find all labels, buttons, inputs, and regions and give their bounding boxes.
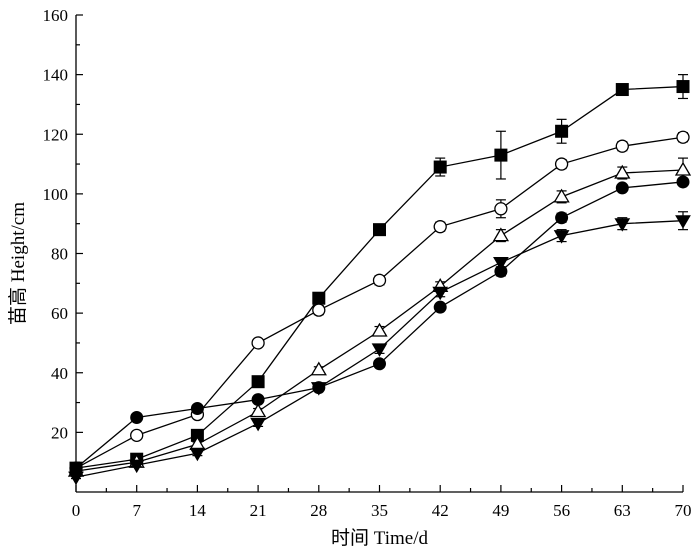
marker-triangle-down-filled (128, 459, 145, 474)
marker-square-filled (251, 375, 265, 389)
marker-circle-filled (130, 410, 144, 424)
y-tick-label: 100 (43, 185, 69, 204)
x-axis-title: 时间 Time/d (331, 527, 428, 549)
x-tick-label: 0 (72, 501, 81, 520)
series-group (67, 74, 692, 486)
marker-triangle-down-filled (371, 343, 388, 357)
x-tick-label: 21 (250, 501, 267, 520)
series-line (75, 136, 684, 469)
marker-circle-open (494, 202, 508, 216)
marker-triangle-up-open (614, 164, 631, 179)
x-tick-label: 28 (310, 501, 327, 520)
marker-triangle-up-open (249, 403, 267, 418)
marker-circle-filled (373, 357, 386, 371)
marker-square-filled (373, 223, 386, 237)
marker-triangle-down-filled (250, 417, 266, 432)
marker-triangle-up-open (310, 361, 327, 376)
marker-triangle-down-filled (432, 286, 449, 301)
y-tick-label: 160 (43, 6, 69, 25)
y-axis-ticks: 20 40 60 80 100 120 140 160 (43, 6, 83, 463)
marker-circle-open (676, 130, 690, 144)
marker-square-filled (676, 80, 690, 94)
marker-triangle-down-filled (493, 256, 509, 271)
x-tick-label: 63 (614, 501, 631, 520)
marker-circle-open (554, 157, 569, 171)
series-4 (69, 175, 690, 475)
marker-triangle-up-open (492, 227, 510, 242)
x-tick-label: 70 (675, 501, 692, 520)
marker-triangle-down-filled (189, 447, 206, 462)
marker-triangle-up-open (674, 161, 692, 176)
marker-circle-filled (433, 300, 447, 314)
marker-circle-open (372, 273, 387, 287)
marker-triangle-up-open (553, 188, 570, 203)
x-tick-label: 14 (189, 501, 207, 520)
marker-square-filled (494, 148, 508, 162)
marker-square-filled (615, 83, 629, 97)
x-tick-label: 7 (132, 501, 141, 520)
x-tick-label: 42 (432, 501, 449, 520)
marker-triangle-up-open (371, 322, 388, 337)
marker-triangle-down-filled (553, 230, 570, 244)
marker-circle-open (251, 336, 265, 350)
marker-circle-open (615, 139, 629, 153)
x-tick-label: 56 (553, 501, 570, 520)
y-tick-label: 120 (43, 125, 69, 144)
y-tick-label: 40 (51, 364, 68, 383)
y-axis-title: 苗高 Height/cm (7, 202, 29, 325)
series-5 (68, 211, 691, 486)
marker-circle-filled (190, 402, 204, 416)
axes (75, 15, 683, 493)
marker-triangle-down-filled (68, 471, 84, 486)
marker-circle-open (433, 220, 447, 234)
marker-circle-filled (615, 181, 629, 195)
marker-circle-open (312, 303, 326, 317)
marker-triangle-down-filled (614, 218, 631, 232)
series-3 (67, 157, 692, 477)
marker-triangle-down-filled (310, 382, 327, 396)
marker-square-filled (312, 291, 326, 305)
marker-circle-filled (676, 175, 690, 189)
marker-circle-filled (555, 211, 569, 225)
marker-square-filled (555, 124, 569, 138)
x-axis-ticks: 0 7 14 21 28 35 42 49 56 63 70 (72, 485, 692, 520)
x-tick-label: 49 (492, 501, 509, 520)
y-tick-label: 20 (51, 423, 68, 442)
series-line (75, 169, 684, 472)
y-tick-label: 80 (51, 245, 68, 264)
x-tick-label: 35 (371, 501, 388, 520)
marker-circle-filled (251, 393, 265, 407)
y-tick-label: 140 (43, 66, 69, 85)
y-tick-label: 60 (51, 304, 68, 323)
marker-triangle-down-filled (675, 215, 691, 229)
marker-square-filled (433, 160, 447, 174)
marker-circle-open (130, 428, 144, 443)
